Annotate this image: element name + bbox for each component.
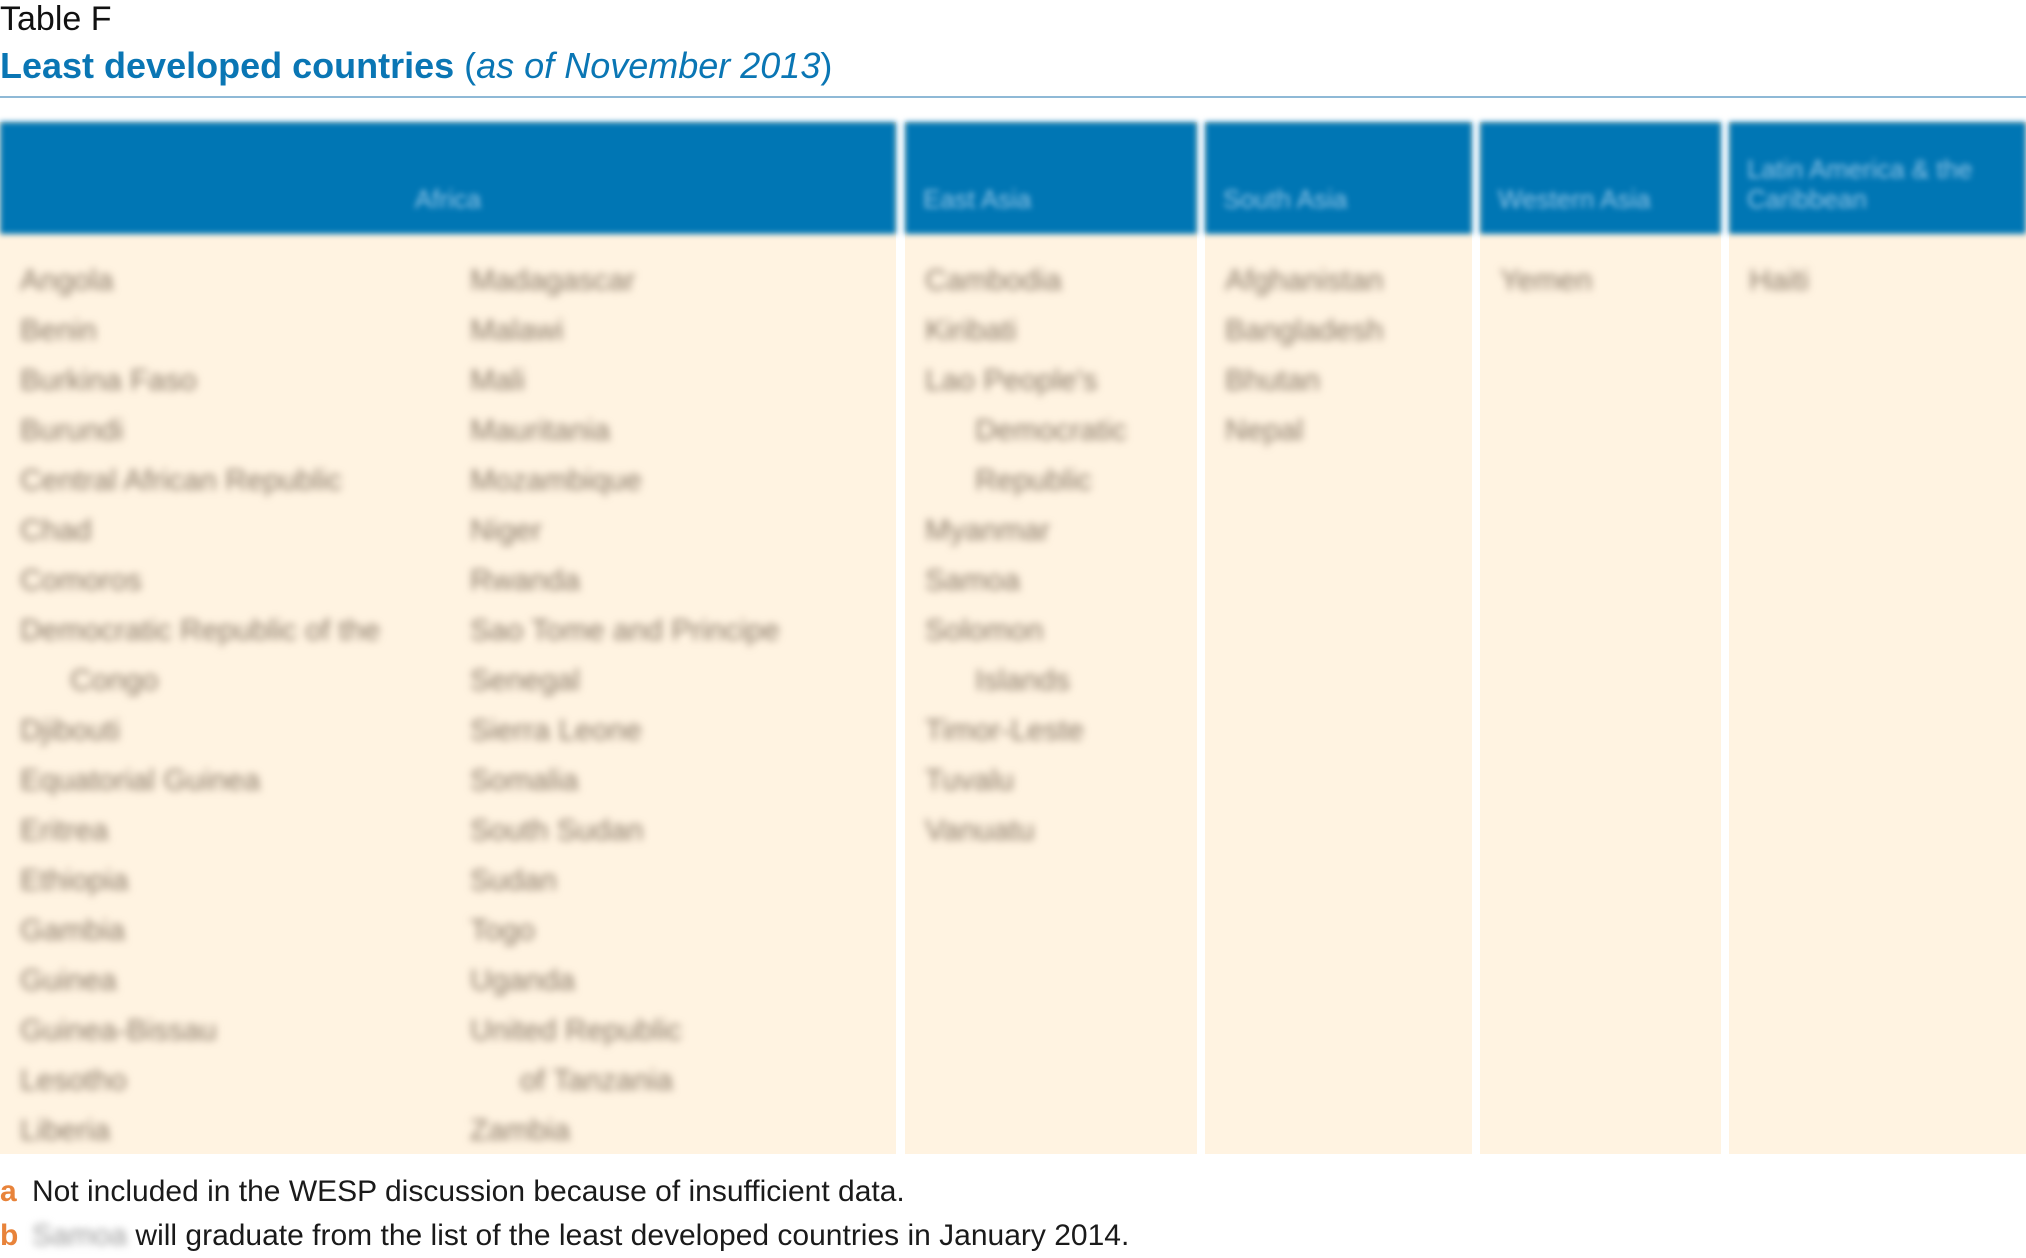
list-item: Congo <box>70 664 159 697</box>
country-list: Cambodia Kiribati Lao People's Democrati… <box>905 256 1127 856</box>
title-paren-close: ) <box>820 45 833 86</box>
list-item: South Sudan <box>470 814 644 847</box>
column-header: Africa <box>0 122 896 234</box>
footnote-a: a Not included in the WESP discussion bec… <box>0 1170 1129 1214</box>
footnote-mark: a <box>0 1175 17 1208</box>
list-item: Eritrea <box>20 814 109 847</box>
list-item: Sierra Leone <box>470 714 642 747</box>
list-item: Mauritania <box>470 414 611 447</box>
column-header: Latin America & the Caribbean <box>1729 122 2026 234</box>
list-item: Mozambique <box>470 464 642 497</box>
list-item: Togo <box>470 914 536 947</box>
list-item: Comoros <box>20 564 142 597</box>
list-item: Cambodia <box>925 264 1062 297</box>
title-main: Least developed countries <box>0 45 455 86</box>
list-item: Democratic <box>975 414 1127 447</box>
title-date: as of November 2013 <box>476 45 821 86</box>
list-item: United Republic <box>470 1014 682 1047</box>
list-item: Kiribati <box>925 314 1017 347</box>
list-item: Senegal <box>470 664 581 697</box>
list-item: Angola <box>20 264 114 297</box>
list-item: Afghanistan <box>1225 264 1384 297</box>
column-heading: Western Asia <box>1498 184 1651 214</box>
footnotes: a Not included in the WESP discussion bec… <box>0 1170 1129 1258</box>
list-item: Gambia <box>20 914 126 947</box>
list-item: Bangladesh <box>1225 314 1384 347</box>
list-item: Zambia <box>470 1114 571 1147</box>
list-item: Democratic Republic of the <box>20 614 381 647</box>
list-item: Sudan <box>470 864 557 897</box>
column-heading: East Asia <box>923 184 1032 214</box>
list-item: Sao Tome and Principe <box>470 614 780 647</box>
list-item: Guinea <box>20 964 117 997</box>
footnote-text: Not included in the WESP discussion beca… <box>32 1175 905 1208</box>
country-list: Angola Benin Burkina Faso Burundi Centra… <box>0 256 380 1156</box>
list-item: Tuvalu <box>925 764 1014 797</box>
column-heading: Africa <box>414 184 482 214</box>
column-latin-america: Latin America & the Caribbean Haiti <box>1729 122 2026 1154</box>
column-south-asia: South Asia Afghanistan Bangladesh Bhutan… <box>1205 122 1472 1154</box>
list-item: Central African Republic <box>20 464 342 497</box>
table-title: Least developed countries (as of Novembe… <box>0 44 832 88</box>
list-item: Madagascar <box>470 264 636 297</box>
table-label: Table F <box>0 0 112 38</box>
list-item: Republic <box>975 464 1092 497</box>
footnote-mark: b <box>0 1219 19 1252</box>
column-header: Western Asia <box>1480 122 1721 234</box>
list-item: Malawi <box>470 314 564 347</box>
list-item: Benin <box>20 314 97 347</box>
list-item: Chad <box>20 514 92 547</box>
list-item: Lesotho <box>20 1064 127 1097</box>
list-item: Ethiopia <box>20 864 129 897</box>
country-list: Haiti <box>1729 256 1809 306</box>
title-divider <box>0 96 2026 98</box>
list-item: Islands <box>975 664 1071 697</box>
footnote-text: will graduate from the list of the least… <box>127 1219 1130 1252</box>
footnote-b: b Samoa will graduate from the list of th… <box>0 1214 1129 1258</box>
list-item: Haiti <box>1749 264 1810 297</box>
list-item: Liberia <box>20 1114 111 1147</box>
list-item: Timor-Leste <box>925 714 1084 747</box>
list-item: Nepal <box>1225 414 1304 447</box>
country-list: Afghanistan Bangladesh Bhutan Nepal <box>1205 256 1383 456</box>
list-item: Niger <box>470 514 542 547</box>
list-item: Uganda <box>470 964 576 997</box>
column-western-asia: Western Asia Yemen <box>1480 122 1721 1154</box>
footnote-country: Samoa <box>32 1219 128 1252</box>
list-item: Burundi <box>20 414 124 447</box>
country-list: Yemen <box>1480 256 1592 306</box>
list-item: Somalia <box>470 764 579 797</box>
title-paren-open: ( <box>454 45 477 86</box>
list-item: Djibouti <box>20 714 121 747</box>
list-item: Mali <box>470 364 526 397</box>
list-item: Guinea-Bissau <box>20 1014 217 1047</box>
list-item: Lao People's <box>925 364 1098 397</box>
list-item: of Tanzania <box>520 1064 673 1097</box>
list-item: Solomon <box>925 614 1044 647</box>
list-item: Rwanda <box>470 564 581 597</box>
column-heading: Latin America & the Caribbean <box>1747 154 1973 214</box>
column-header: East Asia <box>905 122 1197 234</box>
column-heading: South Asia <box>1223 184 1348 214</box>
column-africa: Africa Angola Benin Burkina Faso Burundi… <box>0 122 896 1154</box>
list-item: Equatorial Guinea <box>20 764 261 797</box>
list-item: Samoa <box>925 564 1021 597</box>
list-item: Bhutan <box>1225 364 1321 397</box>
list-item: Myanmar <box>925 514 1051 547</box>
list-item: Burkina Faso <box>20 364 197 397</box>
column-header: South Asia <box>1205 122 1472 234</box>
country-list: Madagascar Malawi Mali Mauritania Mozamb… <box>450 256 780 1156</box>
list-item: Vanuatu <box>925 814 1035 847</box>
column-east-asia: East Asia Cambodia Kiribati Lao People's… <box>905 122 1197 1154</box>
list-item: Yemen <box>1500 264 1593 297</box>
